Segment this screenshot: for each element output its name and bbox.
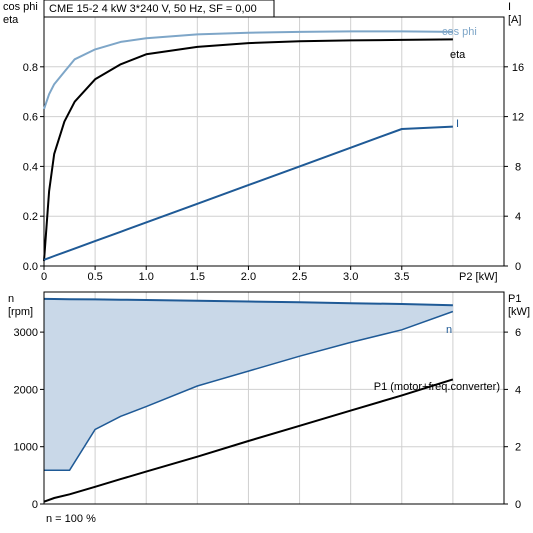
right-tick-label: 4 (515, 384, 521, 396)
left-tick-label: 0 (32, 499, 38, 511)
footer-note: n = 100 % (46, 513, 96, 525)
x-tick-label: 3.0 (343, 271, 358, 283)
top-plot-frame (43, 16, 505, 267)
current-line (43, 125, 453, 261)
bottom-left-axis-label-1: n (8, 293, 14, 305)
x-tick-label: 2.0 (241, 271, 256, 283)
right-tick-label: 6 (515, 327, 521, 339)
left-tick-label: 0.6 (23, 112, 38, 124)
x-tick-label: 3.5 (394, 271, 409, 283)
left-tick-label: 2000 (14, 384, 38, 396)
right-tick-label: 0 (515, 499, 521, 511)
right-tick-label: 16 (512, 62, 524, 74)
top-ticks: 0.0 0.2 0.4 0.6 0.8 0 4 8 12 16 0 0.5 1.0 1.5 2.0 2.5 3.… (23, 62, 524, 283)
max-speed-line (43, 297, 453, 307)
right-tick-label: 8 (515, 161, 521, 173)
x-tick-label: 2.5 (292, 271, 307, 283)
top-panel: 0.0 0.2 0.4 0.6 0.8 0 4 8 12 16 0 0.5 1.0 1.5 2.0 2.5 3.… (3, 0, 524, 283)
top-left-axis-label-2: eta (3, 14, 19, 26)
top-right-axis-label-1: I (508, 1, 511, 13)
bottom-panel: 0 1000 2000 3000 0 2 4 6 n [rpm] P1 [kW] n P1 (… (8, 291, 530, 525)
x-tick-label: 1.5 (190, 271, 205, 283)
x-tick-label: 1.0 (139, 271, 154, 283)
header-title: CME 15-2 4 kW 3*240 V, 50 Hz, SF = 0,00 (49, 3, 257, 15)
left-tick-label: 1000 (14, 442, 38, 454)
p1-line (43, 378, 454, 503)
left-tick-label: 0.0 (23, 261, 38, 273)
left-tick-label: 0.4 (23, 161, 38, 173)
right-tick-label: 12 (512, 112, 524, 124)
right-tick-label: 0 (515, 261, 521, 273)
x-tick-label: 0.5 (87, 271, 102, 283)
bottom-ticks: 0 1000 2000 3000 0 2 4 6 (14, 327, 522, 511)
top-right-axis-label-2: [A] (508, 14, 521, 26)
left-tick-label: 0.8 (23, 62, 38, 74)
x-axis-label: P2 [kW] (459, 271, 498, 283)
top-grid (43, 17, 504, 267)
speed-line (44, 310, 454, 471)
cos-phi-line (43, 30, 453, 110)
bottom-series (43, 297, 454, 503)
series-label-p1: P1 (motor+freq.converter) (374, 381, 500, 393)
top-series (43, 30, 453, 262)
series-label-cos-phi: cos phi (442, 26, 477, 38)
bottom-left-axis-label-2: [rpm] (8, 306, 33, 318)
series-label-eta: eta (450, 49, 466, 61)
left-tick-label: 3000 (14, 327, 38, 339)
bottom-plot-frame (43, 291, 505, 505)
series-label-i: I (456, 118, 459, 130)
bottom-right-axis-label-1: P1 (508, 293, 521, 305)
right-tick-label: 4 (515, 211, 521, 223)
right-tick-label: 2 (515, 442, 521, 454)
left-tick-label: 0.2 (23, 211, 38, 223)
header-title-box (43, 0, 275, 18)
bottom-right-axis-label-2: [kW] (508, 306, 530, 318)
x-tick-label: 0 (41, 271, 47, 283)
top-left-axis-label-1: cos phi (3, 1, 38, 13)
eta-line (43, 38, 453, 262)
series-label-n: n (446, 324, 452, 336)
